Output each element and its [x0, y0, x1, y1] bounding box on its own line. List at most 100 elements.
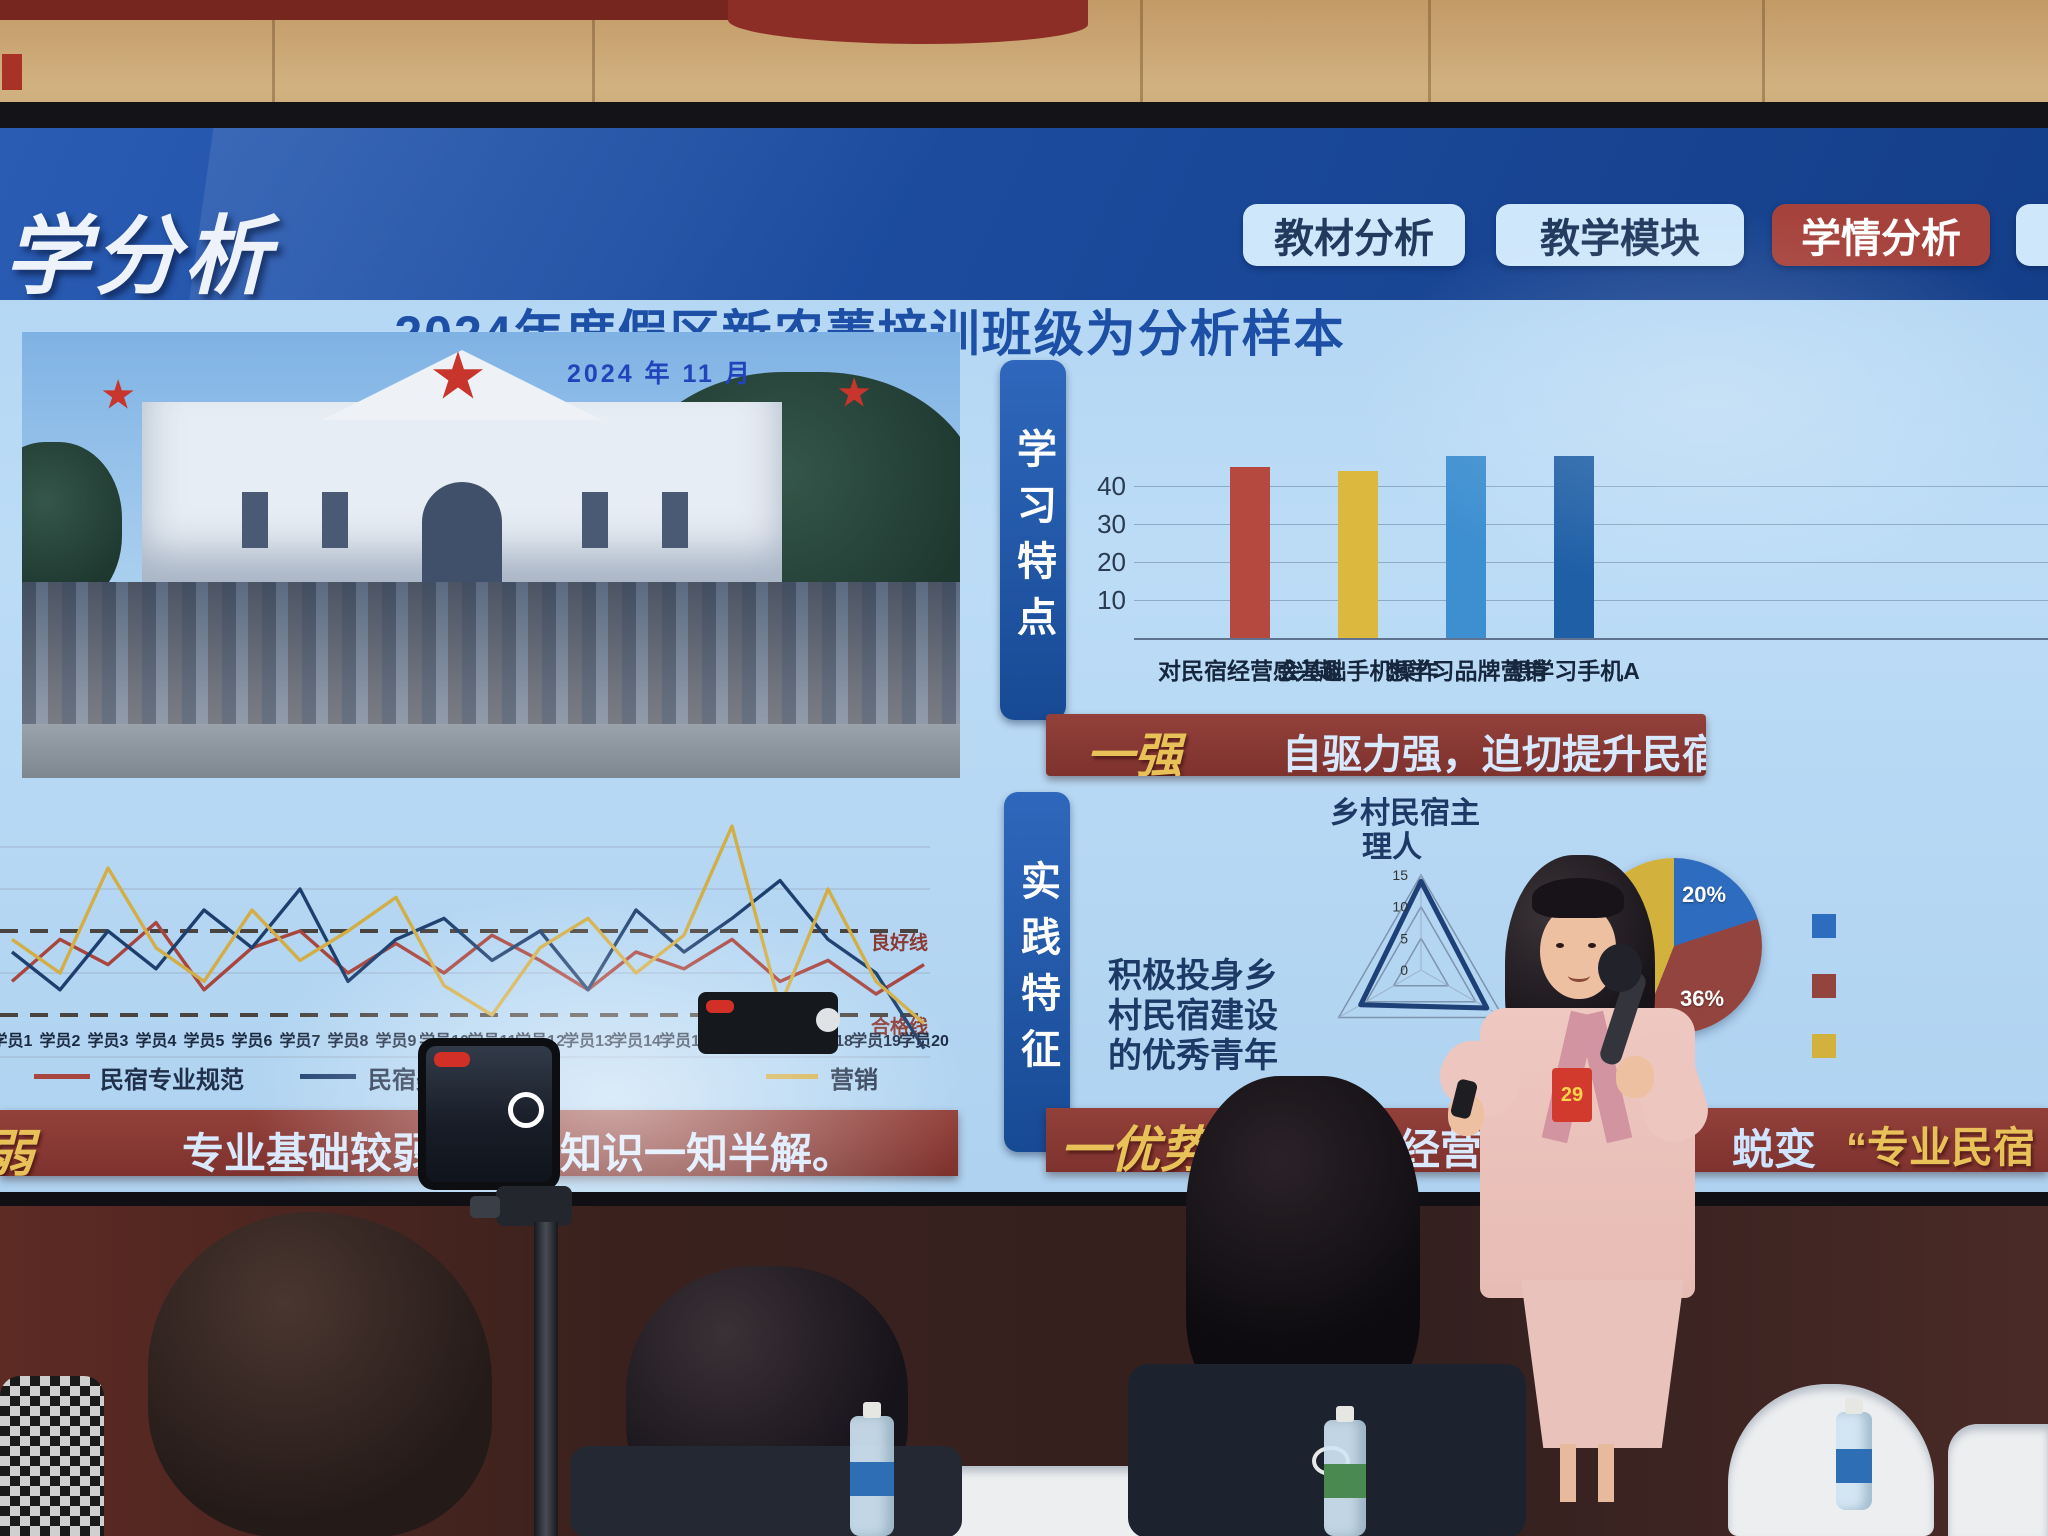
radar-chart: 0 5 10 15	[1296, 850, 1546, 1068]
wall-seam	[1762, 0, 1765, 106]
summary-text-right-partial: “专业民宿	[1846, 1124, 2036, 1171]
tab-jiaoxue-mokuai[interactable]: 教学模块	[1496, 204, 1744, 266]
legend-label: 民宿专业规范	[100, 1067, 244, 1094]
bottle-label	[850, 1461, 894, 1496]
bar-ytick: 40	[1097, 471, 1126, 501]
pie-legend-swatch	[1812, 914, 1836, 938]
bar-ytick: 30	[1097, 509, 1126, 539]
practice-side-text-line3: 的优秀青年	[1108, 1037, 1278, 1075]
wall-seam	[1140, 0, 1143, 112]
svg-text:学员4: 学员4	[136, 1031, 177, 1050]
tab-label: 学情分析	[1801, 217, 1961, 261]
bar	[1554, 455, 1594, 638]
practice-side-text-line2: 村民宿建设	[1108, 997, 1278, 1035]
bottle-label	[1836, 1449, 1872, 1484]
svg-text:学员3: 学员3	[88, 1031, 129, 1050]
bar	[1446, 455, 1486, 638]
pedestal-table	[1728, 1384, 1934, 1536]
water-bottle	[850, 1402, 894, 1536]
legend-dash-red	[34, 1074, 90, 1079]
presenter: 29	[1429, 850, 1770, 1510]
svg-text:学员2: 学员2	[40, 1031, 81, 1050]
wall-seam	[272, 0, 275, 120]
svg-text:15: 15	[1392, 867, 1408, 883]
eye	[1556, 943, 1564, 948]
pie-legend	[1812, 914, 1842, 1084]
bar-chart: 10 20 30 40 对民宿经营感兴趣 会基础手机操作 想学习品牌营销 想学习手机A	[1080, 428, 2048, 704]
red-star-icon: ★	[432, 344, 484, 409]
banner-practice-features: 实践特征	[1004, 792, 1070, 1152]
wall-red-tag	[2, 54, 22, 90]
tab-label: 教学模块	[1540, 217, 1700, 261]
presenter-bangs	[1532, 878, 1624, 918]
ceiling-red-swag	[728, 0, 1088, 44]
summary-badge-partial: 弱	[0, 1114, 34, 1176]
wall-seam	[592, 0, 595, 118]
photo-window	[662, 492, 688, 548]
banner-label: 实践特征	[1015, 860, 1059, 1084]
slide-header-title: 学分析	[4, 209, 274, 300]
svg-text:良好线: 良好线	[871, 931, 928, 954]
mouth	[1568, 969, 1590, 982]
banner-label: 学习特点	[1011, 428, 1055, 652]
presenter-hand	[1616, 1056, 1654, 1098]
bottle-label	[1324, 1464, 1366, 1499]
bar	[1338, 470, 1378, 638]
shutter-button-icon	[508, 1092, 544, 1128]
svg-text:学员20: 学员20	[899, 1031, 949, 1050]
record-indicator-icon	[706, 1000, 734, 1013]
gimbal-motor	[496, 1186, 572, 1226]
svg-text:学员5: 学员5	[184, 1031, 225, 1050]
photo-crowd	[22, 582, 960, 732]
svg-text:学员13: 学员13	[563, 1031, 613, 1050]
pie-legend-swatch	[1812, 974, 1836, 998]
bar-category-label: 对民宿经营感兴趣	[1158, 658, 1342, 684]
red-star-icon: ★	[102, 374, 135, 415]
svg-text:0: 0	[1400, 962, 1408, 978]
audience-shoulder-houndstooth	[0, 1376, 104, 1536]
gimbal-knob	[470, 1196, 500, 1218]
pie-legend-swatch	[1812, 1034, 1836, 1058]
bar-category-label: 会基础手机操作	[1277, 658, 1439, 684]
summary-text-mid: 蜕变	[1732, 1126, 1817, 1172]
photo-window	[322, 492, 348, 548]
summary-badge: 一强	[1086, 730, 1183, 776]
tab-jiaocai-fenxi[interactable]: 教材分析	[1243, 204, 1465, 266]
pie-slice-label: 20%	[1682, 882, 1727, 907]
photo-ground	[22, 724, 960, 778]
summary-text: 自驱力强，迫切提升民宿品质。	[1282, 733, 1706, 776]
audience-shoulders	[570, 1446, 962, 1536]
svg-text:学员1: 学员1	[0, 1031, 33, 1050]
photo-building-door	[422, 482, 502, 582]
slide-header: 学分析 教材分析 教学模块 学情分析	[0, 128, 2048, 300]
group-photo: ★ ★ ★ 2024 年 11 月	[22, 332, 960, 778]
bar-ytick: 10	[1097, 585, 1126, 615]
legend-dash-navy	[300, 1074, 356, 1079]
presenter-skirt	[1521, 1280, 1684, 1448]
svg-text:学员8: 学员8	[328, 1031, 369, 1050]
screen-bezel	[0, 102, 2048, 128]
wall-seam	[1428, 0, 1431, 110]
pie-slice-label: 36%	[1680, 986, 1725, 1011]
presenter-leg	[1560, 1444, 1576, 1502]
audience-head-wavy-hair	[148, 1212, 492, 1536]
svg-text:学员6: 学员6	[232, 1031, 273, 1050]
svg-text:5: 5	[1400, 930, 1408, 946]
practice-side-text-line1: 积极投身乡	[1108, 957, 1278, 995]
tripod-pole	[534, 1222, 558, 1536]
water-bottle	[1324, 1406, 1366, 1536]
tab-xueqing-fenxi-active[interactable]: 学情分析	[1772, 204, 1990, 266]
svg-text:学员7: 学员7	[280, 1031, 321, 1050]
ceiling-red-strip	[0, 0, 772, 20]
presenter-leg	[1598, 1444, 1614, 1502]
camera-monitor	[698, 992, 840, 1054]
bar-category-label: 想学习品牌营销	[1385, 658, 1547, 684]
record-indicator-icon	[434, 1052, 470, 1067]
bottle-cap	[863, 1402, 881, 1418]
table	[1948, 1424, 2048, 1536]
monitor-knob	[816, 1008, 840, 1032]
tab-partial[interactable]	[2016, 204, 2048, 266]
radar-chart-title-line1: 乡村民宿主	[1330, 797, 1480, 830]
audience-head-spiky	[1186, 1076, 1420, 1412]
